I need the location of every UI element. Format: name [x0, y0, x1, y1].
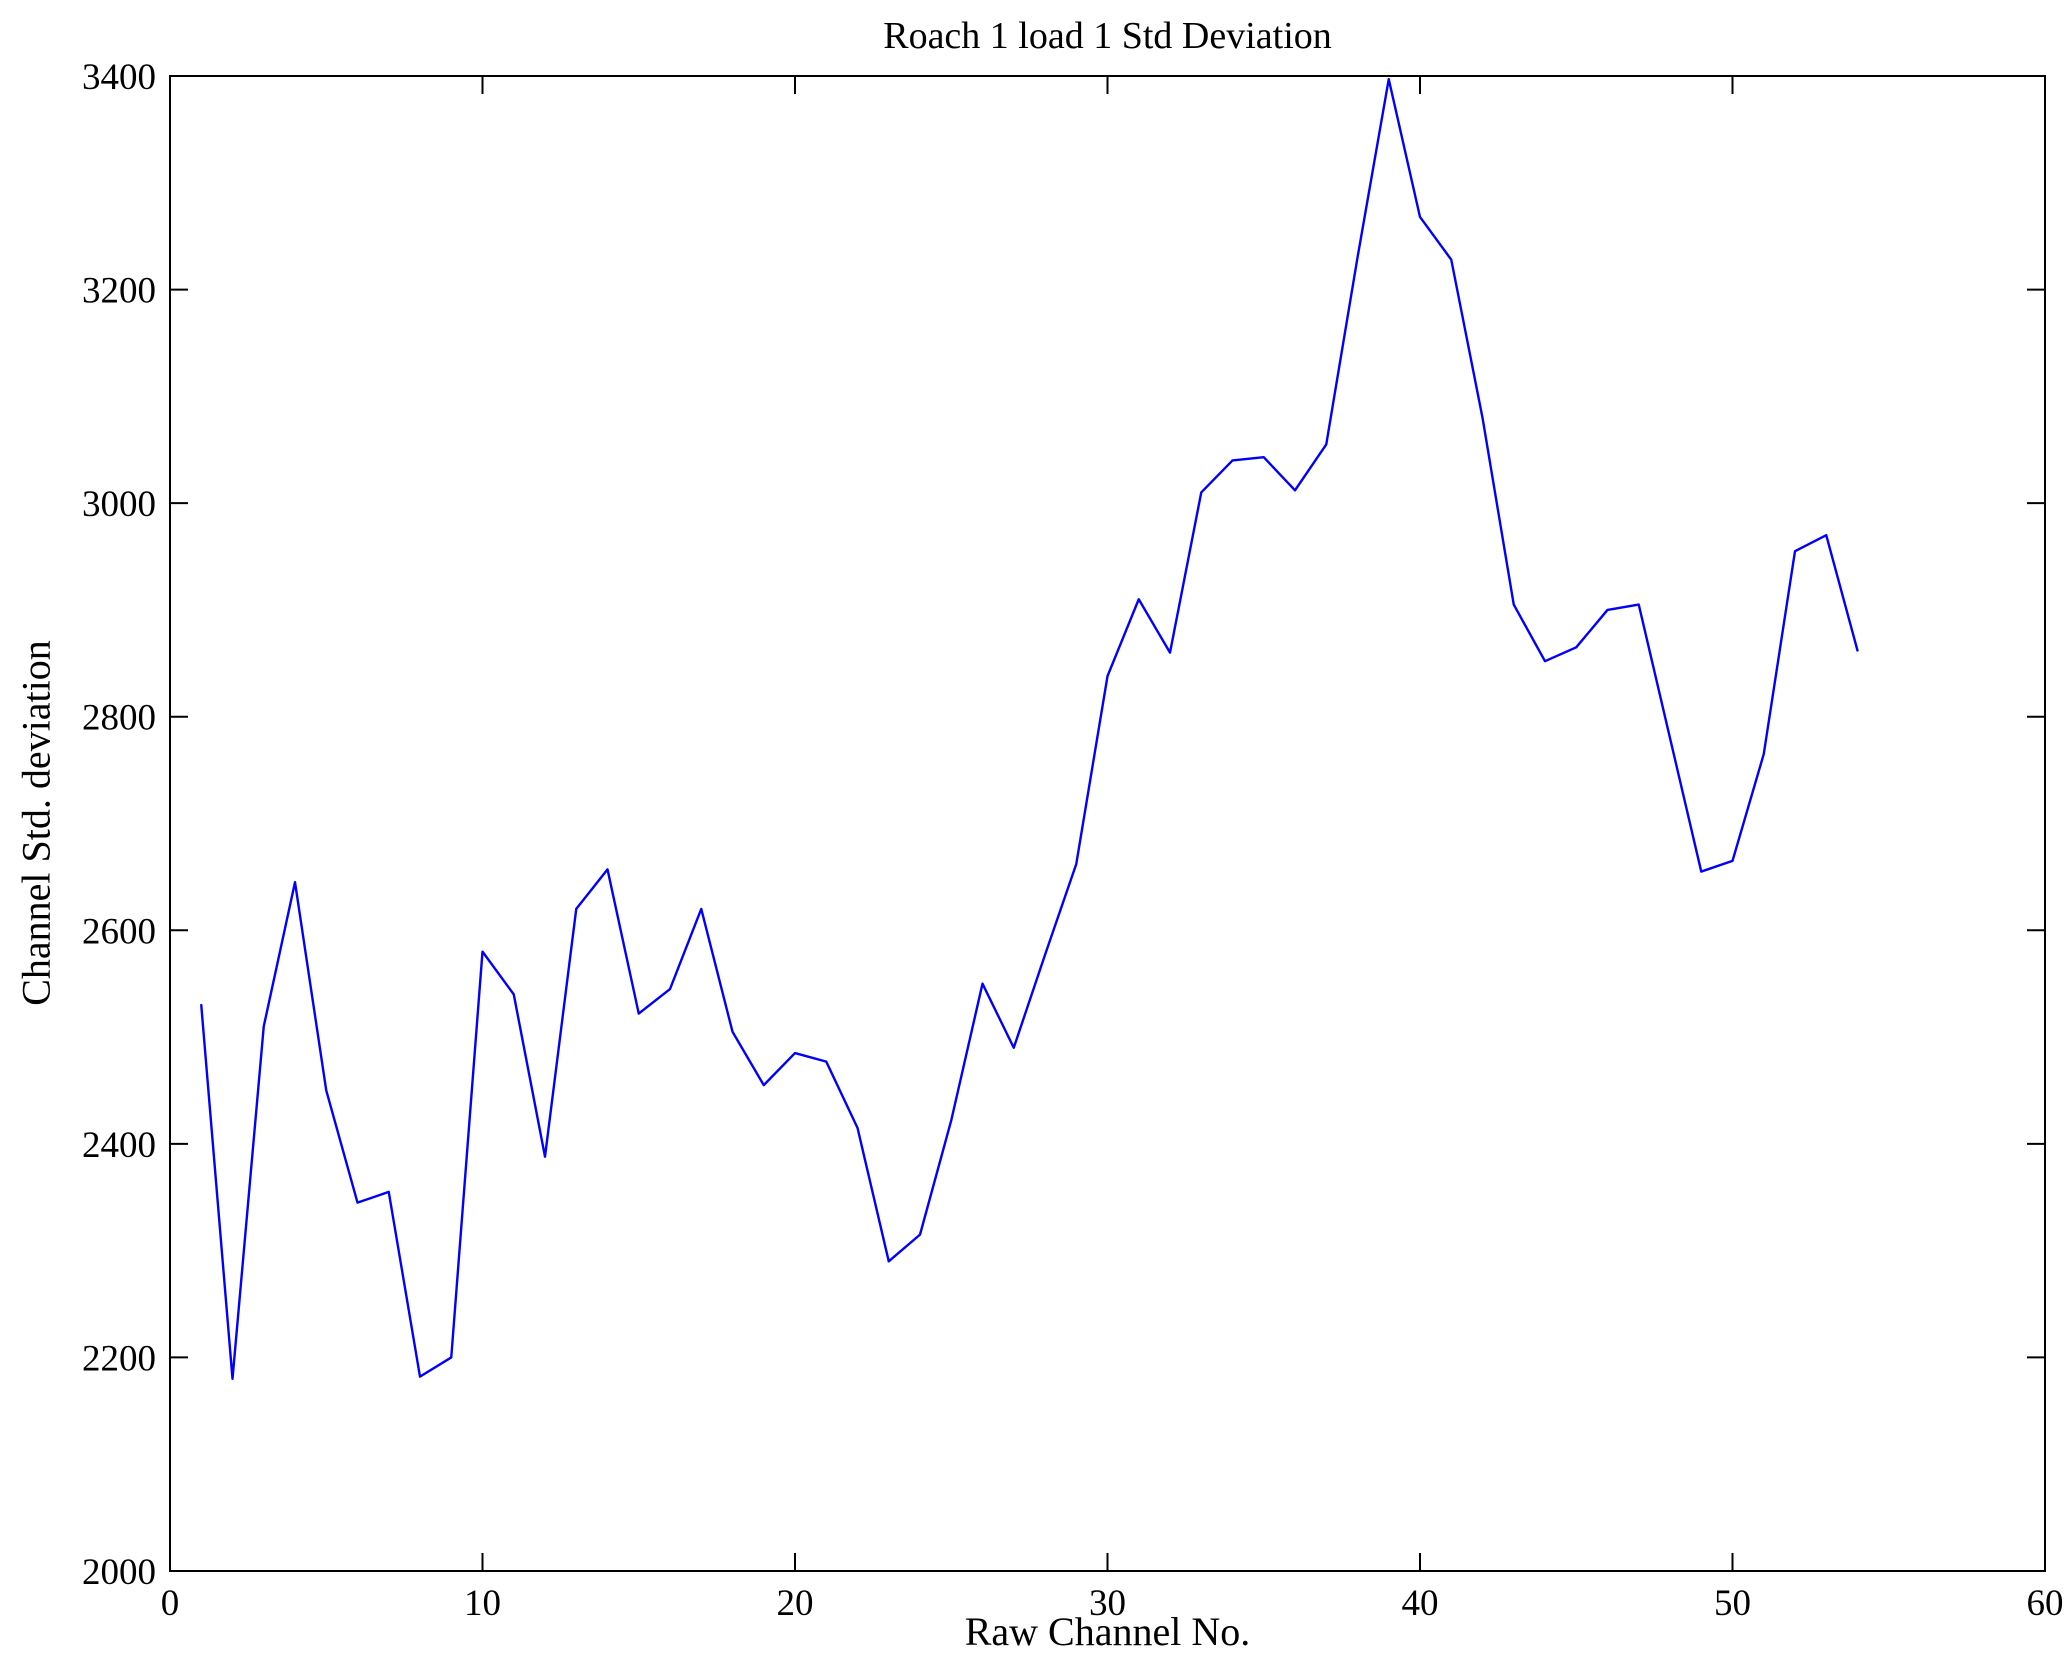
y-tick-label: 3000: [82, 484, 156, 525]
y-tick-label: 3400: [82, 57, 156, 98]
chart-title: Roach 1 load 1 Std Deviation: [883, 15, 1332, 57]
y-tick-label: 2200: [82, 1338, 156, 1379]
x-tick-label: 60: [2027, 1583, 2064, 1624]
y-tick-label: 2000: [82, 1552, 156, 1593]
data-line: [200, 78, 1859, 1380]
x-tick-label: 50: [1714, 1583, 1751, 1624]
y-tick-label: 2600: [82, 911, 156, 952]
x-axis-label: Raw Channel No.: [964, 1609, 1251, 1654]
y-tick-label: 2800: [82, 698, 156, 739]
y-tick-label: 2400: [82, 1125, 156, 1166]
y-axis-label: Channel Std. deviation: [13, 640, 59, 1006]
x-tick-label: 30: [1089, 1583, 1126, 1624]
x-tick-label: 10: [464, 1583, 501, 1624]
y-tick-label: 3200: [82, 271, 156, 312]
x-tick-label: 40: [1402, 1583, 1439, 1624]
x-tick-label: 20: [777, 1583, 814, 1624]
x-tick-label: 0: [161, 1583, 180, 1624]
